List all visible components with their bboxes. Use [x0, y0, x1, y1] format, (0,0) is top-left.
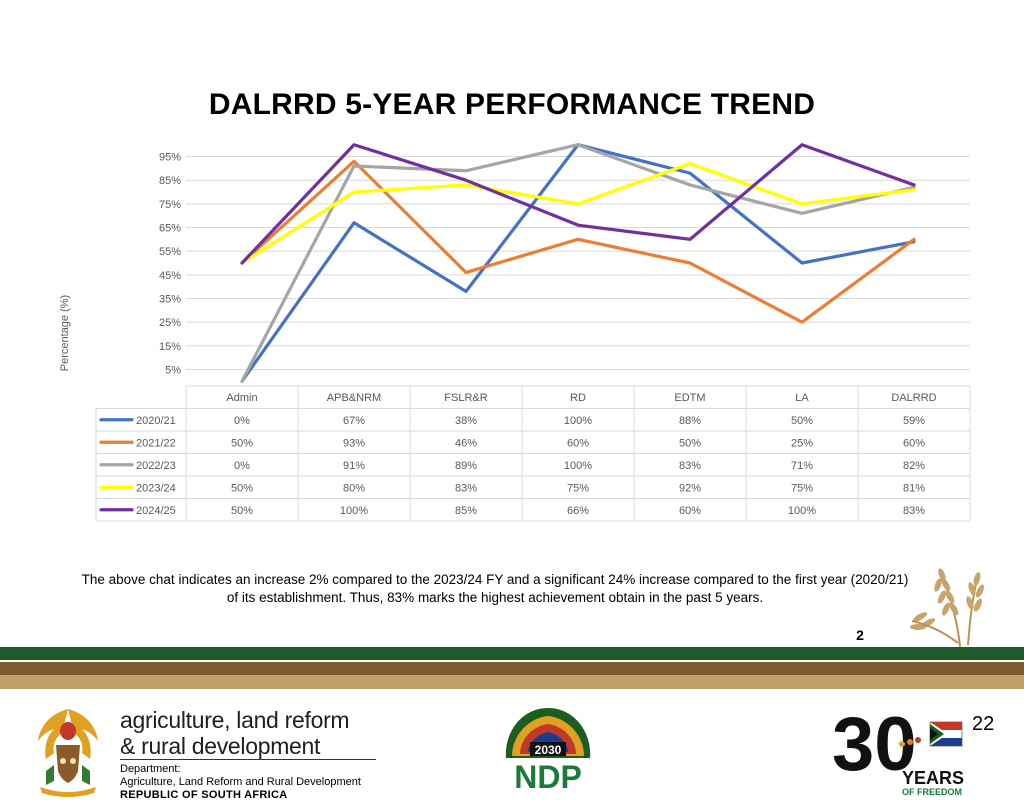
- data-cell-value: 93%: [343, 437, 365, 449]
- ndp-text: NDP: [514, 759, 582, 794]
- caption-line-2: of its establishment. Thus, 83% marks th…: [226, 590, 764, 605]
- x-category-label: FSLR&R: [444, 392, 487, 404]
- chart-caption: The above chat indicates an increase 2% …: [40, 571, 950, 607]
- series-line: [240, 143, 916, 265]
- data-cell-value: 75%: [791, 482, 813, 494]
- footer-band-brown: [0, 662, 1024, 675]
- ndp-year: 2030: [535, 743, 562, 757]
- y-tick-label: 55%: [159, 246, 181, 258]
- legend-series-name: 2020/21: [136, 415, 176, 427]
- slide-number: 22: [972, 713, 995, 735]
- data-cell-value: 66%: [567, 505, 589, 517]
- y-tick-label: 75%: [159, 199, 181, 211]
- y-tick-label: 5%: [165, 364, 181, 376]
- footer-band-tan: [0, 675, 1024, 689]
- legend-series-name: 2024/25: [136, 505, 176, 517]
- data-cell-value: 0%: [234, 415, 250, 427]
- department-wordmark-line-2: & rural development: [120, 733, 321, 759]
- data-cell-value: 88%: [679, 415, 701, 427]
- data-cell-value: 100%: [788, 505, 816, 517]
- legend-series-name: 2023/24: [136, 482, 176, 494]
- department-wordmark: agriculture, land reform & rural develop…: [120, 707, 350, 759]
- page-title: DALRRD 5-YEAR PERFORMANCE TREND: [208, 88, 816, 121]
- footer-band-green: [0, 647, 1024, 660]
- data-cell-value: 25%: [791, 437, 813, 449]
- data-cell-value: 71%: [791, 460, 813, 472]
- data-cell-value: 80%: [343, 482, 365, 494]
- data-cell-value: 83%: [455, 482, 477, 494]
- country-name: REPUBLIC OF SOUTH AFRICA: [120, 789, 288, 801]
- data-cell-value: 60%: [567, 437, 589, 449]
- department-wordmark-line-1: agriculture, land reform: [120, 707, 350, 733]
- department-label: Department:: [120, 763, 181, 775]
- data-cell-value: 91%: [343, 460, 365, 472]
- data-cell-value: 50%: [679, 437, 701, 449]
- y-tick-label: 15%: [159, 341, 181, 353]
- data-cell-value: 50%: [791, 415, 813, 427]
- ndp-2030-logo: 2030 NDP: [505, 708, 591, 794]
- data-cell-value: 89%: [455, 460, 477, 472]
- wheat-icon: [910, 568, 985, 648]
- legend-series-name: 2021/22: [136, 437, 176, 449]
- x-category-label: EDTM: [674, 392, 705, 404]
- department-details: Department: Agriculture, Land Reform and…: [120, 763, 361, 802]
- data-cell-value: 92%: [679, 482, 701, 494]
- data-cell-value: 82%: [903, 460, 925, 472]
- data-cell-value: 100%: [564, 460, 592, 472]
- data-cell-value: 38%: [455, 415, 477, 427]
- performance-chart: 5% 15% 25% 35% 45% 55% 65% 75% 85% 95% Percentage …: [59, 143, 971, 522]
- y-tick-label: 85%: [159, 175, 181, 187]
- data-cell-value: 60%: [903, 437, 925, 449]
- department-name: Agriculture, Land Reform and Rural Devel…: [120, 776, 361, 788]
- series-line: [240, 162, 916, 265]
- data-cell-value: 0%: [234, 460, 250, 472]
- x-category-label: RD: [570, 392, 586, 404]
- y-tick-label: 65%: [159, 223, 181, 235]
- data-cell-value: 50%: [231, 505, 253, 517]
- data-cell-value: 100%: [564, 415, 592, 427]
- data-cell-value: 50%: [231, 437, 253, 449]
- thirty-years-of-freedom-logo: 30 YEARS OF FREEDOM: [832, 702, 964, 797]
- data-cell-value: 67%: [343, 415, 365, 427]
- data-cell-value: 60%: [679, 505, 701, 517]
- data-cell-value: 46%: [455, 437, 477, 449]
- y-tick-label: 25%: [159, 317, 181, 329]
- y-axis-label: Percentage (%): [59, 295, 71, 371]
- x-category-label: APB&NRM: [327, 392, 381, 404]
- y-tick-label: 35%: [159, 293, 181, 305]
- caption-line-1: The above chat indicates an increase 2% …: [81, 572, 909, 587]
- y-tick-label: 45%: [159, 270, 181, 282]
- data-cell-value: 83%: [903, 505, 925, 517]
- series-line: [240, 159, 916, 324]
- freedom-text: OF FREEDOM: [902, 787, 962, 797]
- data-cell-value: 50%: [231, 482, 253, 494]
- department-divider: [120, 759, 376, 760]
- coat-of-arms-logo: [38, 709, 98, 797]
- slide-number-digit: 2: [856, 627, 864, 643]
- legend-series-name: 2022/23: [136, 460, 176, 472]
- y-tick-label: 95%: [159, 152, 181, 164]
- data-cell-value: 100%: [340, 505, 368, 517]
- data-cell-value: 59%: [903, 415, 925, 427]
- x-category-label: DALRRD: [891, 392, 936, 404]
- data-cell-value: 83%: [679, 460, 701, 472]
- years-text: YEARS: [902, 768, 964, 788]
- series-line: [240, 143, 916, 383]
- x-category-label: Admin: [226, 392, 257, 404]
- x-category-label: LA: [795, 392, 809, 404]
- data-cell-value: 81%: [903, 482, 925, 494]
- data-cell-value: 75%: [567, 482, 589, 494]
- data-cell-value: 85%: [455, 505, 477, 517]
